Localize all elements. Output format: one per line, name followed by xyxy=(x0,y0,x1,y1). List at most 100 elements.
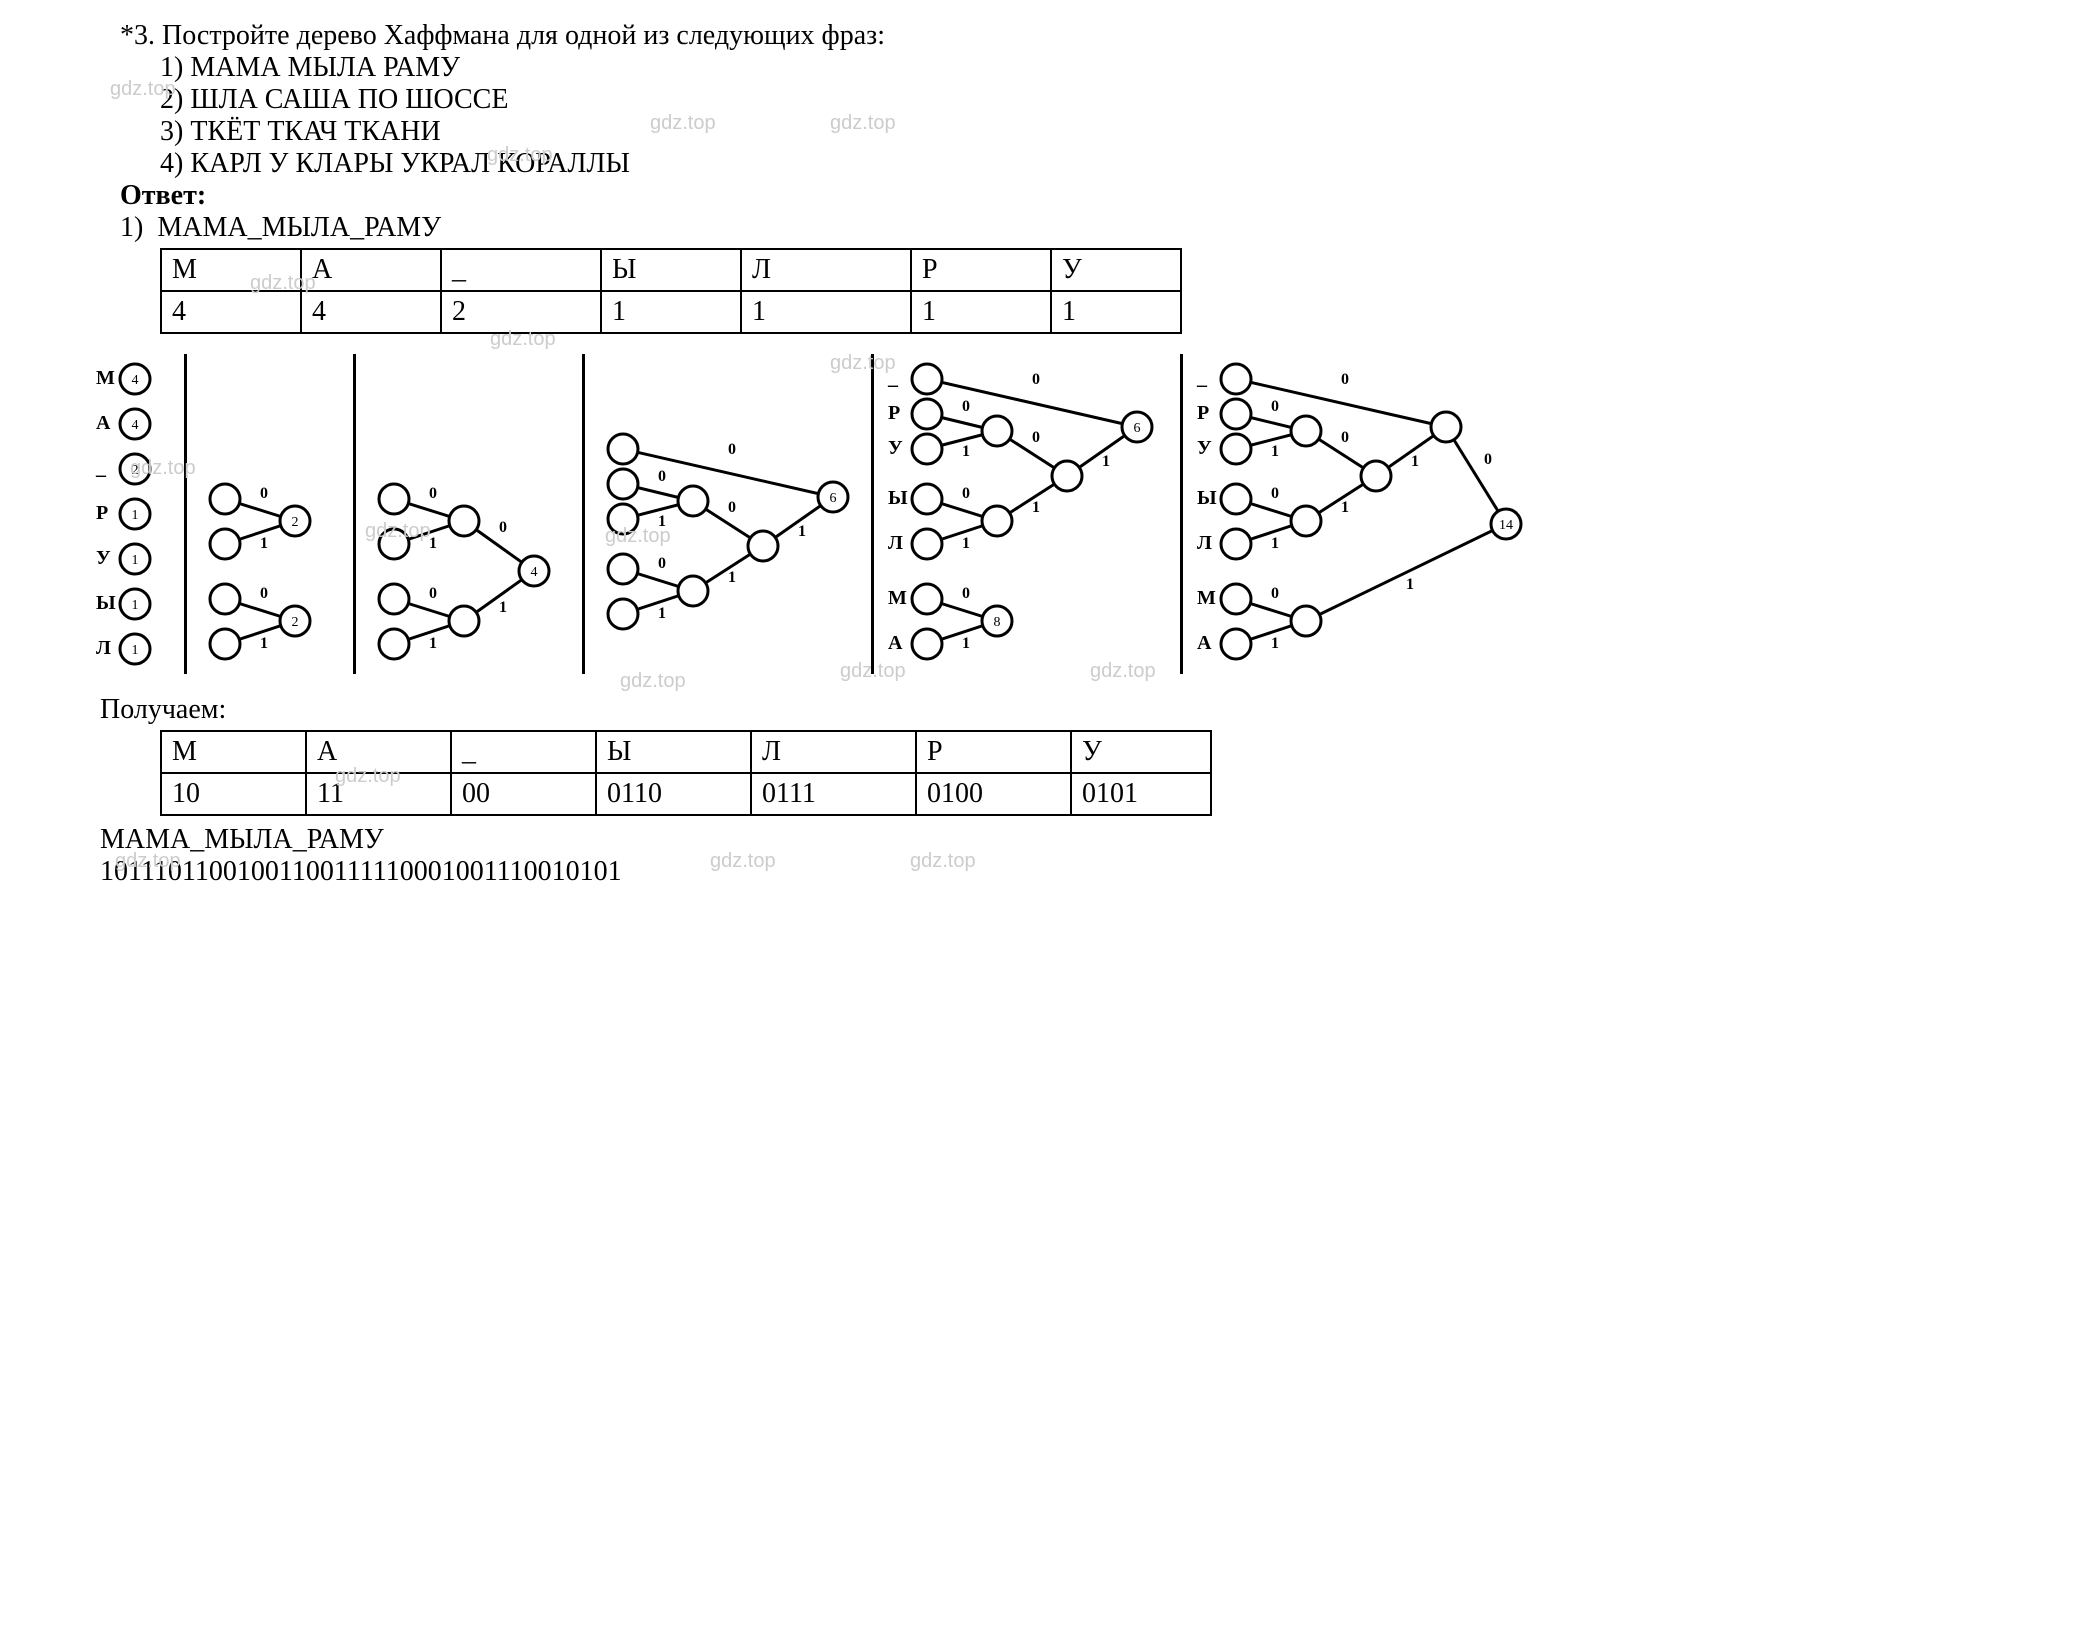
svg-text:1: 1 xyxy=(658,513,666,530)
table-cell: 0100 xyxy=(916,773,1071,815)
answer-phrase: МАМА_МЫЛА_РАМУ xyxy=(157,212,441,243)
svg-text:1: 1 xyxy=(429,635,437,652)
table-header-cell: А xyxy=(301,249,441,291)
svg-text:6: 6 xyxy=(1134,421,1141,436)
option-line: 3) ТКЁТ ТКАЧ ТКАНИ xyxy=(160,116,2026,148)
svg-text:0: 0 xyxy=(1484,451,1492,468)
svg-text:0: 0 xyxy=(1271,485,1279,502)
option-text: ШЛА САША ПО ШОССЕ xyxy=(190,84,508,115)
svg-text:0: 0 xyxy=(962,585,970,602)
svg-text:А: А xyxy=(888,632,903,654)
svg-text:Ы: Ы xyxy=(888,487,908,509)
diagram-panel: 0101014 xyxy=(364,474,574,674)
svg-text:_: _ xyxy=(1196,367,1208,389)
huffman-diagrams: 4421111МА_РУЫЛ01012201010140010101160010… xyxy=(90,354,2026,674)
svg-text:0: 0 xyxy=(1341,371,1349,388)
table-cell: 11 xyxy=(306,773,451,815)
option-text: КАРЛ У КЛАРЫ УКРАЛ КОРАЛЛЫ xyxy=(190,148,630,179)
svg-text:1: 1 xyxy=(1271,443,1279,460)
svg-text:Л: Л xyxy=(888,532,903,554)
svg-text:1: 1 xyxy=(429,535,437,552)
option-num: 1) xyxy=(160,52,190,83)
svg-text:Ы: Ы xyxy=(96,592,116,614)
svg-text:А: А xyxy=(1197,632,1212,654)
svg-text:У: У xyxy=(1197,437,1212,459)
svg-text:1: 1 xyxy=(728,569,736,586)
panel-separator xyxy=(582,354,585,674)
table-header-cell: Л xyxy=(751,731,916,773)
table-cell: 1 xyxy=(741,291,911,333)
diagram-panel: 00101011010114_РУЫЛМА xyxy=(1191,354,1531,674)
svg-text:0: 0 xyxy=(962,485,970,502)
svg-text:1: 1 xyxy=(962,443,970,460)
table-cell: 00 xyxy=(451,773,596,815)
table-header-cell: А xyxy=(306,731,451,773)
diagram-panel: 001010110168_РУЫЛМА xyxy=(882,354,1172,674)
option-line: 4) КАРЛ У КЛАРЫ УКРАЛ КОРАЛЛЫ xyxy=(160,148,2026,180)
svg-text:0: 0 xyxy=(260,485,268,502)
svg-text:1: 1 xyxy=(132,553,139,568)
svg-text:Р: Р xyxy=(1197,402,1209,424)
svg-text:У: У xyxy=(888,437,903,459)
svg-text:Ы: Ы xyxy=(1197,487,1217,509)
svg-text:0: 0 xyxy=(1341,429,1349,446)
svg-text:Л: Л xyxy=(1197,532,1212,554)
svg-text:0: 0 xyxy=(260,585,268,602)
svg-text:1: 1 xyxy=(1341,499,1349,516)
table-cell: 10 xyxy=(161,773,306,815)
table-header-cell: _ xyxy=(451,731,596,773)
question-prefix: *3. xyxy=(120,20,155,51)
diagram-panel: 001010116 xyxy=(593,424,863,674)
page: *3. Постройте дерево Хаффмана для одной … xyxy=(60,20,2026,888)
svg-text:М: М xyxy=(96,367,115,389)
panel-separator xyxy=(184,354,187,674)
option-text: МАМА МЫЛА РАМУ xyxy=(190,52,460,83)
table-cell: 0110 xyxy=(596,773,751,815)
panel-separator xyxy=(871,354,874,674)
table-cell: 4 xyxy=(161,291,301,333)
answer-label: Ответ: xyxy=(120,180,2026,212)
svg-text:М: М xyxy=(888,587,907,609)
options-block: 1) МАМА МЫЛА РАМУ2) ШЛА САША ПО ШОССЕ3) … xyxy=(160,52,2026,180)
option-num: 3) xyxy=(160,116,190,147)
table-cell: 0111 xyxy=(751,773,916,815)
diagram-panel: 4421111МА_РУЫЛ xyxy=(90,354,176,674)
svg-text:_: _ xyxy=(887,367,899,389)
svg-text:0: 0 xyxy=(658,555,666,572)
table-cell: 4 xyxy=(301,291,441,333)
option-line: 1) МАМА МЫЛА РАМУ xyxy=(160,52,2026,84)
svg-text:1: 1 xyxy=(132,643,139,658)
table-header-cell: Р xyxy=(916,731,1071,773)
option-num: 4) xyxy=(160,148,190,179)
svg-text:Р: Р xyxy=(888,402,900,424)
table-header-cell: М xyxy=(161,249,301,291)
svg-text:1: 1 xyxy=(132,598,139,613)
svg-text:2: 2 xyxy=(292,515,299,530)
svg-text:0: 0 xyxy=(1032,429,1040,446)
svg-text:2: 2 xyxy=(132,463,139,478)
svg-text:1: 1 xyxy=(962,635,970,652)
svg-text:0: 0 xyxy=(429,485,437,502)
freq-table: МА_ЫЛРУ4421111 xyxy=(160,248,1182,334)
svg-text:Л: Л xyxy=(96,637,111,659)
svg-text:0: 0 xyxy=(1271,585,1279,602)
svg-text:М: М xyxy=(1197,587,1216,609)
answer-item: 1) МАМА_МЫЛА_РАМУ xyxy=(120,212,2026,244)
svg-text:_: _ xyxy=(95,457,107,479)
diagram-panel: 010122 xyxy=(195,474,345,674)
option-text: ТКЁТ ТКАЧ ТКАНИ xyxy=(190,116,440,147)
svg-text:Р: Р xyxy=(96,502,108,524)
svg-text:4: 4 xyxy=(531,565,538,580)
panel-separator xyxy=(1180,354,1183,674)
svg-text:1: 1 xyxy=(260,635,268,652)
table-cell: 1 xyxy=(911,291,1051,333)
table-header-cell: М xyxy=(161,731,306,773)
table-header-cell: Ы xyxy=(596,731,751,773)
svg-text:0: 0 xyxy=(1032,371,1040,388)
svg-text:1: 1 xyxy=(1411,453,1419,470)
table-header-cell: У xyxy=(1051,249,1181,291)
table-header-cell: _ xyxy=(441,249,601,291)
svg-text:1: 1 xyxy=(962,535,970,552)
panel-separator xyxy=(353,354,356,674)
svg-text:0: 0 xyxy=(728,441,736,458)
